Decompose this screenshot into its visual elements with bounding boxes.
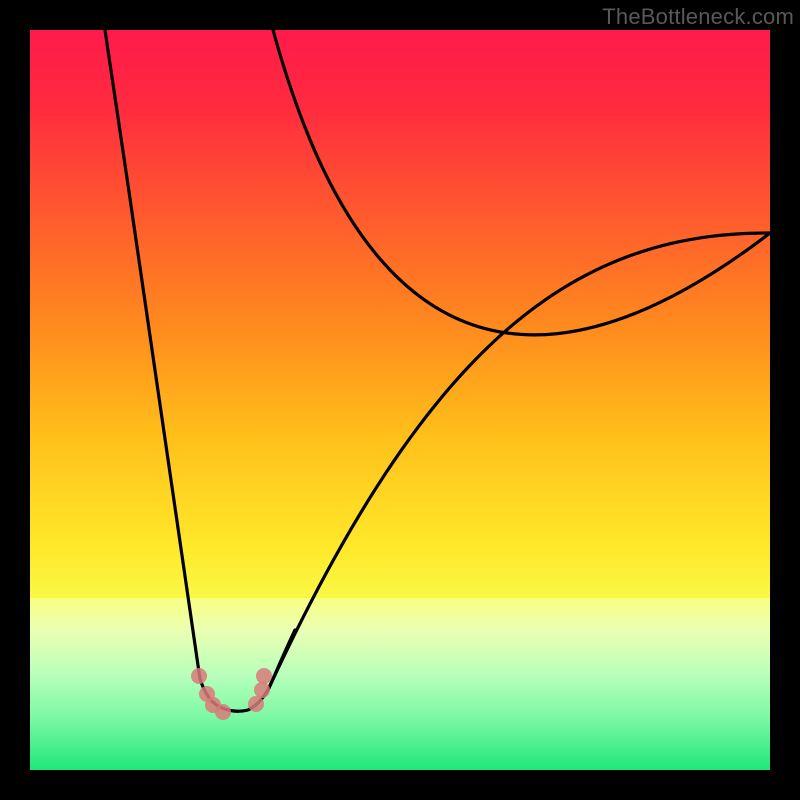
dip-marker-dot	[256, 668, 272, 684]
watermark-text: TheBottleneck.com	[602, 4, 794, 30]
figure-root: TheBottleneck.com	[0, 0, 800, 800]
dip-marker-dot	[248, 696, 264, 712]
dip-marker-dot	[215, 704, 231, 720]
bottleneck-curve	[0, 0, 800, 800]
dip-marker-dot	[254, 682, 270, 698]
curve-segment	[105, 30, 218, 706]
dip-marker-dot	[191, 668, 207, 684]
curve-right-branch	[268, 233, 770, 690]
curve-segment	[273, 30, 770, 335]
